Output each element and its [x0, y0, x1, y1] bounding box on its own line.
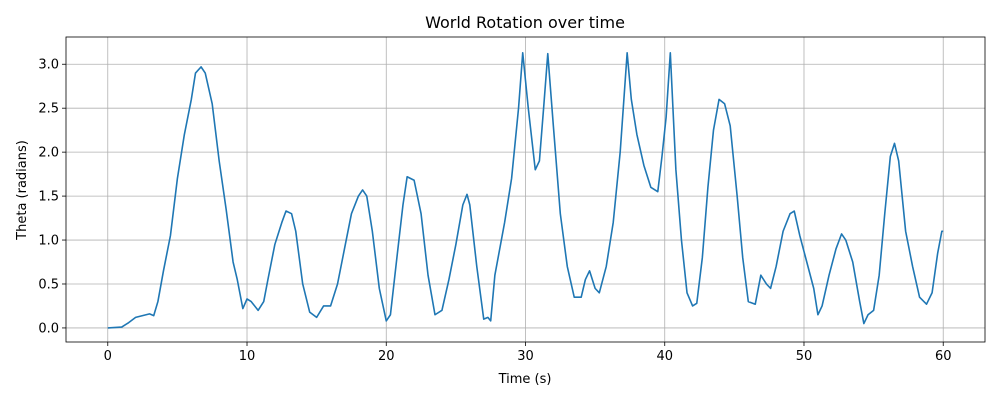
y-tick-label: 2.0 — [38, 146, 59, 161]
y-tick-label: 2.5 — [38, 102, 59, 117]
y-tick-label: 1.5 — [38, 190, 59, 205]
x-tick-label: 20 — [378, 349, 395, 364]
x-tick-label: 40 — [656, 349, 673, 364]
x-tick-label: 30 — [517, 349, 534, 364]
x-tick-label: 0 — [104, 349, 112, 364]
x-tick-label: 10 — [239, 349, 256, 364]
y-axis-label: Theta (radians) — [15, 140, 30, 241]
data-line — [107, 52, 944, 329]
y-tick-label: 0.0 — [38, 321, 59, 336]
y-tick-label: 1.0 — [38, 234, 59, 249]
x-axis-label: Time (s) — [498, 372, 552, 387]
y-tick-label: 0.5 — [38, 277, 59, 292]
plot-frame — [65, 36, 986, 343]
x-tick-label: 60 — [935, 349, 952, 364]
x-tick-label: 50 — [796, 349, 813, 364]
y-tick-label: 3.0 — [38, 58, 59, 73]
chart-title: World Rotation over time — [425, 13, 625, 32]
